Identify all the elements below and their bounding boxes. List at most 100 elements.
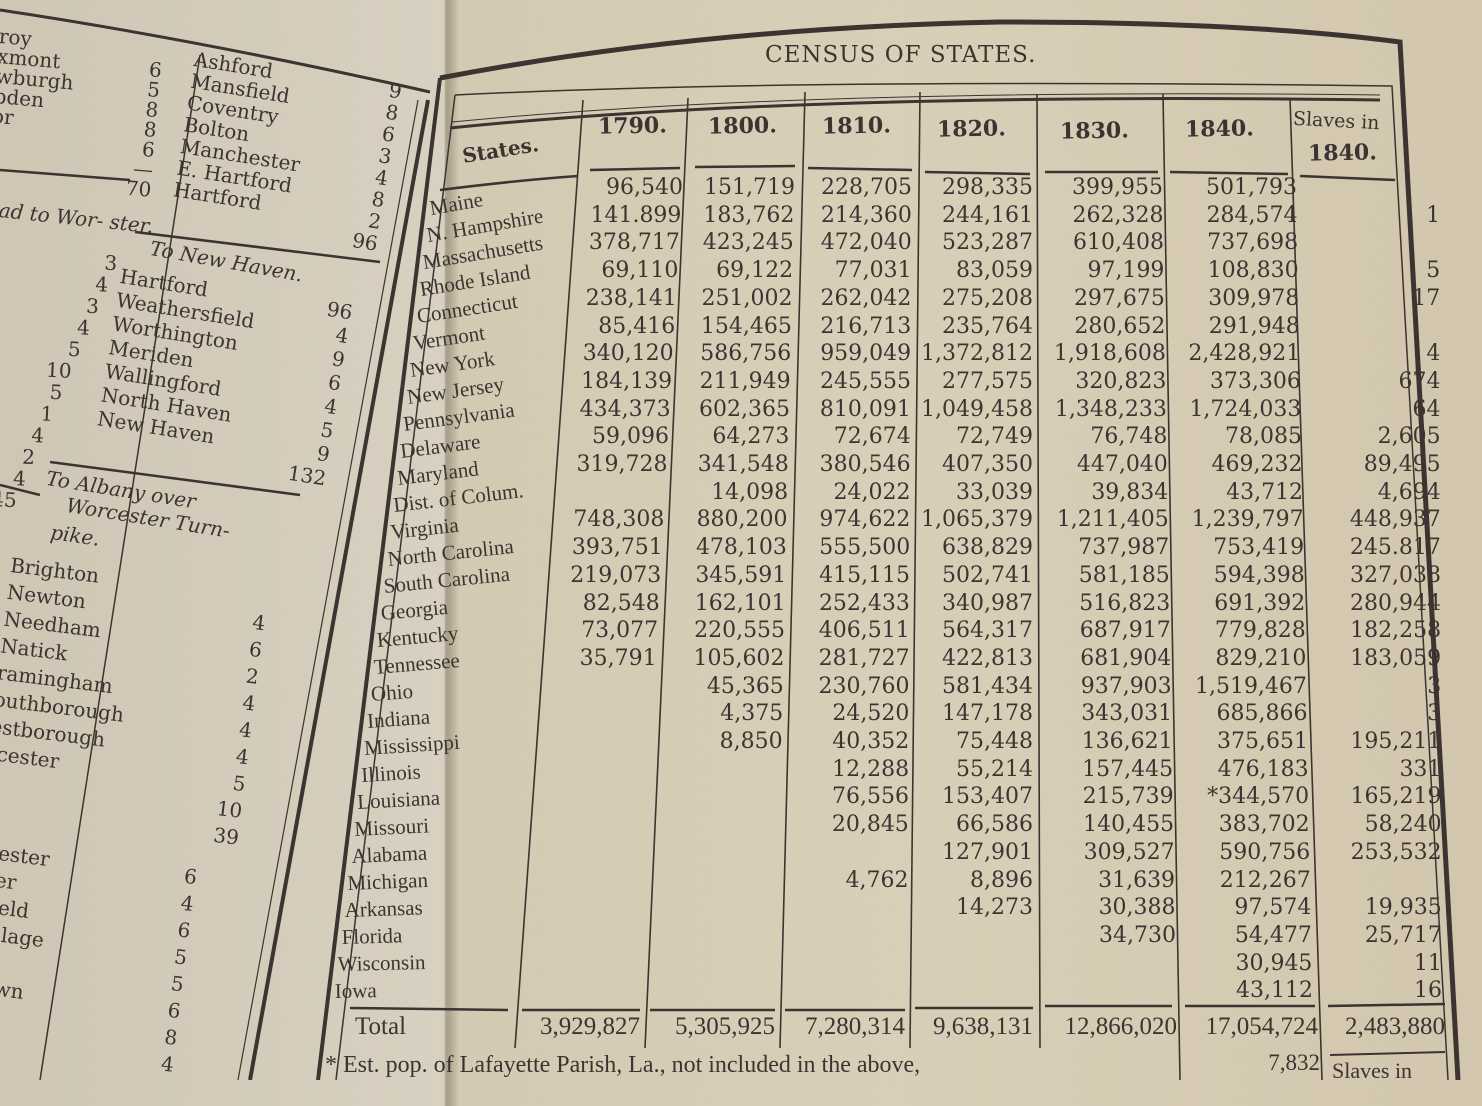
left-page-right-border bbox=[248, 99, 430, 1080]
population-cell: 14,098 bbox=[711, 479, 789, 505]
population-cell: 1,348,233 bbox=[1054, 396, 1167, 422]
population-cell: 82,548 bbox=[582, 590, 660, 616]
population-cell: 45,365 bbox=[706, 673, 784, 699]
population-cell: 78,085 bbox=[1224, 424, 1302, 450]
population-cell: 34,730 bbox=[1099, 922, 1177, 948]
population-cell: 216,713 bbox=[820, 313, 912, 339]
column-line bbox=[644, 97, 689, 1049]
left-page-inner-border bbox=[237, 99, 419, 1080]
header-rule-bottom bbox=[439, 164, 1396, 192]
population-cell: 151,719 bbox=[704, 175, 795, 200]
population-cell: 43,112 bbox=[1236, 978, 1313, 1004]
population-cell: 97,199 bbox=[1087, 258, 1165, 284]
state-name: Alabama bbox=[350, 840, 428, 869]
distance-list: Brighton Newton 4 Needham 6 Natick 2 ramingham 4… bbox=[0, 552, 270, 852]
population-cell: 85,416 bbox=[598, 313, 676, 339]
total-cell: 3,929,827 bbox=[540, 1013, 640, 1040]
population-cell: 564,317 bbox=[942, 618, 1033, 644]
column-line bbox=[1162, 93, 1181, 1080]
population-cell: 211,949 bbox=[699, 368, 791, 394]
next-section-heading: Slaves in bbox=[1332, 1058, 1413, 1083]
population-cell: 974,622 bbox=[819, 507, 911, 533]
column-header-1830: 1830. bbox=[1059, 117, 1130, 145]
slave-count-cell: 3 bbox=[1427, 701, 1442, 727]
slave-count-cell: 58,240 bbox=[1364, 812, 1442, 838]
slave-count-cell: 182,258 bbox=[1350, 618, 1442, 644]
population-cell: 297,675 bbox=[1073, 285, 1165, 311]
slave-count-cell: 3 bbox=[1427, 673, 1442, 699]
population-cell: 523,287 bbox=[942, 230, 1033, 256]
population-cell: 277,575 bbox=[942, 368, 1033, 394]
population-cell: 220,555 bbox=[694, 618, 786, 644]
population-cell: 298,335 bbox=[942, 175, 1033, 200]
population-cell: 20,845 bbox=[831, 812, 909, 838]
population-cell: 96,540 bbox=[606, 175, 683, 200]
footnote-value: 7,832 bbox=[1268, 1050, 1320, 1075]
population-cell: 30,945 bbox=[1235, 950, 1313, 976]
population-cell: 141.899 bbox=[590, 202, 682, 228]
route-heading: pike. bbox=[48, 520, 102, 551]
column-line bbox=[909, 91, 921, 1049]
population-cell: 345,591 bbox=[695, 562, 787, 588]
place-name: own bbox=[0, 974, 26, 1004]
outer-border bbox=[439, 19, 1461, 1080]
state-name: Iowa bbox=[334, 978, 377, 1004]
place-name: er bbox=[0, 867, 18, 895]
population-cell: 12,288 bbox=[832, 756, 910, 782]
population-cell: 447,040 bbox=[1076, 452, 1168, 477]
population-cell: 76,748 bbox=[1090, 424, 1168, 450]
population-cell: 219,073 bbox=[570, 562, 662, 588]
population-cell: 147,178 bbox=[942, 701, 1033, 727]
distance-value: 2 bbox=[21, 444, 36, 470]
population-cell: 4,762 bbox=[845, 867, 909, 893]
population-cell: 215,739 bbox=[1082, 784, 1174, 810]
distance-value: 70 bbox=[124, 175, 153, 202]
slave-count-cell: 165,219 bbox=[1350, 784, 1442, 810]
population-cell: 75,448 bbox=[956, 729, 1033, 754]
population-cell: 1,519,467 bbox=[1194, 673, 1307, 699]
left-page-border bbox=[0, 8, 431, 94]
slave-count-cell: 19,935 bbox=[1364, 895, 1442, 921]
distance-value: 4 bbox=[30, 422, 45, 448]
place-name: ield bbox=[0, 894, 31, 923]
population-cell: 340,120 bbox=[582, 341, 674, 367]
distance-value: 45 bbox=[0, 486, 18, 513]
population-cell: 501,793 bbox=[1206, 175, 1297, 200]
population-cell: 434,373 bbox=[579, 396, 671, 422]
population-cell: 275,208 bbox=[942, 285, 1033, 311]
population-cell: 687,917 bbox=[1079, 618, 1171, 644]
population-cell: 1,239,797 bbox=[1191, 507, 1304, 533]
population-cell: 77,031 bbox=[834, 258, 912, 284]
population-cell: 423,245 bbox=[702, 230, 794, 256]
population-cell: 262,328 bbox=[1072, 202, 1164, 228]
state-name: Louisiana bbox=[357, 785, 442, 815]
population-cell: 244,161 bbox=[942, 202, 1033, 228]
header-rule-top-2 bbox=[451, 93, 1381, 123]
slave-count-cell: 195,211 bbox=[1350, 729, 1442, 754]
population-cell: 2,428,921 bbox=[1188, 341, 1301, 367]
slave-count-cell: 327,038 bbox=[1349, 562, 1441, 588]
slave-count-cell: 25,717 bbox=[1364, 922, 1442, 948]
slaves-column-header-year: 1840. bbox=[1307, 139, 1378, 167]
column-header-1840: 1840. bbox=[1184, 115, 1255, 143]
slave-count-cell: 331 bbox=[1399, 756, 1442, 782]
population-cell: 238,141 bbox=[585, 285, 677, 311]
population-cell: 73,077 bbox=[581, 618, 659, 644]
outer-left-border bbox=[316, 77, 442, 1080]
population-cell: 502,741 bbox=[942, 562, 1033, 588]
population-cell: 162,101 bbox=[694, 590, 786, 616]
population-cell: 43,712 bbox=[1226, 479, 1304, 505]
population-cell: 341,548 bbox=[697, 452, 789, 477]
slave-count-cell: 183,059 bbox=[1350, 645, 1442, 671]
population-cell: 154,465 bbox=[700, 313, 792, 339]
distance-list: Hartford 96 Weathersfield 4 Worthington 9 Meri… bbox=[92, 264, 354, 490]
population-cell: 1,724,033 bbox=[1189, 396, 1302, 422]
population-cell: 127,901 bbox=[942, 839, 1033, 865]
state-name: Michigan bbox=[347, 868, 429, 896]
population-cell: 810,091 bbox=[819, 396, 911, 422]
population-cell: 251,002 bbox=[701, 285, 793, 311]
column-header-1800: 1800. bbox=[707, 112, 778, 140]
population-cell: 252,433 bbox=[818, 590, 910, 616]
population-cell: 320,823 bbox=[1075, 368, 1167, 394]
total-cell: 9,638,131 bbox=[933, 1013, 1033, 1040]
